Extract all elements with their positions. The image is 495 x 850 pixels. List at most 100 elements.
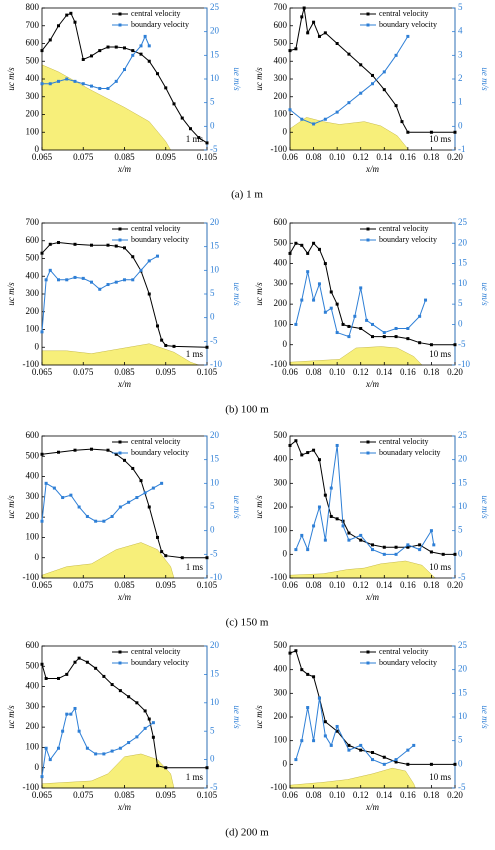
data-point (382, 552, 386, 556)
data-point (147, 292, 151, 296)
y-tick-label: 300 (26, 91, 40, 101)
y-tick-label: 200 (274, 711, 288, 721)
data-point (85, 514, 89, 518)
data-point (306, 31, 310, 35)
x-tick-label: 0.14 (376, 152, 392, 162)
x-tick-label: 0.065 (32, 152, 53, 162)
y-tick-label: 300 (274, 477, 288, 487)
data-point (106, 448, 110, 452)
data-point (164, 554, 168, 558)
data-point (335, 443, 339, 447)
data-point (73, 79, 77, 83)
y2-tick-label: -1 (458, 144, 466, 154)
y-tick-label: 400 (26, 270, 40, 280)
data-point (90, 84, 93, 88)
y-tick-label: 500 (274, 430, 288, 440)
series-line (41, 482, 162, 522)
y2-axis-label: ue m/s (232, 67, 242, 91)
data-point (69, 11, 73, 15)
data-point (294, 649, 298, 653)
data-point (329, 743, 333, 747)
data-point (382, 331, 386, 335)
data-point (406, 34, 410, 38)
data-point (329, 290, 333, 294)
data-point (85, 746, 89, 750)
data-point (312, 675, 316, 679)
y-axis-label: uc m/s (254, 67, 264, 91)
legend-marker (366, 12, 370, 16)
data-point (131, 53, 135, 57)
x-tick-label: 0.06 (282, 790, 298, 800)
caption: (b) 100 m (225, 404, 269, 416)
data-point (317, 696, 321, 700)
x-tick-label: 0.18 (424, 790, 440, 800)
data-point (143, 34, 147, 38)
data-point (394, 758, 398, 762)
x-tick-label: 0.105 (197, 367, 218, 377)
series-line (289, 439, 455, 555)
data-point (48, 82, 52, 86)
data-point (77, 729, 81, 733)
data-point (347, 101, 351, 105)
y2-tick-label: 10 (210, 697, 220, 707)
data-point (164, 766, 168, 770)
caption: (a) 1 m (231, 189, 263, 201)
y-tick-label: 0 (283, 758, 288, 768)
y2-tick-label: -5 (458, 339, 466, 349)
data-point (406, 337, 410, 341)
y2-tick-label: 25 (458, 217, 468, 227)
legend-marker (118, 12, 122, 16)
data-point (329, 514, 333, 518)
data-point (180, 556, 184, 560)
data-point (453, 552, 457, 556)
data-point (102, 519, 106, 523)
y2-tick-label: 0 (210, 312, 215, 322)
chart: 0.06 0.08 0.10 0.12 0.14 0.16 0.18 0.20-1000100… (254, 640, 490, 812)
chart: 0.06 0.08 0.10 0.12 0.14 0.16 0.18 0.20-1000100… (254, 2, 490, 174)
y2-tick-label: 0 (458, 318, 463, 328)
x-tick-label: 0.10 (329, 790, 345, 800)
data-point (347, 52, 351, 56)
annotation: 1 ms (186, 772, 204, 782)
series-line (295, 445, 435, 555)
bubble-profile (289, 346, 423, 366)
data-point (317, 247, 321, 251)
bubble-profile (41, 343, 199, 366)
chart: 0.065 0.075 0.085 0.095 0.105-10001002003004… (6, 640, 242, 812)
data-point (312, 524, 316, 528)
data-point (94, 752, 98, 756)
data-point (147, 59, 151, 63)
data-point (306, 706, 310, 710)
data-point (73, 660, 77, 664)
series-line (289, 242, 455, 346)
legend-label: central velocity (379, 647, 429, 656)
data-point (143, 709, 147, 713)
y-tick-label: 200 (26, 306, 40, 316)
y2-tick-label: 0 (458, 120, 463, 130)
data-point (147, 259, 151, 263)
x-tick-label: 0.18 (424, 580, 440, 590)
y2-tick-label: 0 (458, 758, 463, 768)
data-point (57, 241, 60, 245)
data-point (73, 242, 77, 246)
data-point (371, 73, 374, 77)
data-point (48, 758, 52, 762)
data-point (143, 726, 147, 730)
series-line (41, 255, 158, 332)
y-tick-label: 500 (26, 55, 40, 65)
annotation: 10 ms (429, 562, 451, 572)
y2-tick-label: 15 (210, 49, 220, 59)
x-tick-label: 0.20 (447, 580, 463, 590)
bubble-profile (41, 64, 172, 151)
data-point (306, 451, 310, 455)
y-tick-label: 500 (274, 640, 288, 650)
data-point (65, 77, 69, 81)
y2-tick-label: 20 (458, 664, 468, 674)
x-axis-label: x/m (365, 802, 379, 812)
data-point (98, 86, 102, 90)
y-tick-label: 600 (274, 20, 288, 30)
data-point (294, 322, 298, 326)
data-point (139, 52, 143, 56)
data-point (371, 751, 374, 754)
y-tick-label: 500 (26, 253, 40, 263)
